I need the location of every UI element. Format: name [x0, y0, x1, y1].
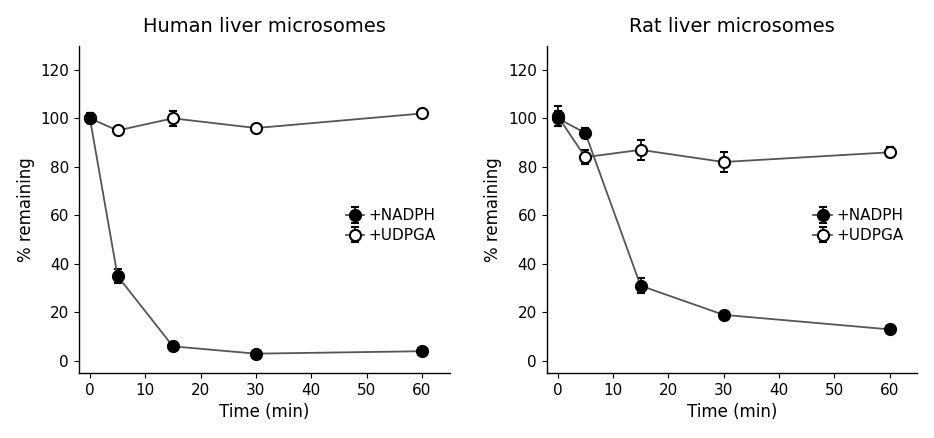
X-axis label: Time (min): Time (min): [219, 403, 309, 421]
Legend: +NADPH, +UDPGA: +NADPH, +UDPGA: [807, 202, 910, 249]
Y-axis label: % remaining: % remaining: [17, 157, 35, 261]
Title: Human liver microsomes: Human liver microsomes: [143, 17, 386, 35]
X-axis label: Time (min): Time (min): [686, 403, 777, 421]
Title: Rat liver microsomes: Rat liver microsomes: [629, 17, 835, 35]
Legend: +NADPH, +UDPGA: +NADPH, +UDPGA: [340, 202, 442, 249]
Y-axis label: % remaining: % remaining: [485, 157, 502, 261]
